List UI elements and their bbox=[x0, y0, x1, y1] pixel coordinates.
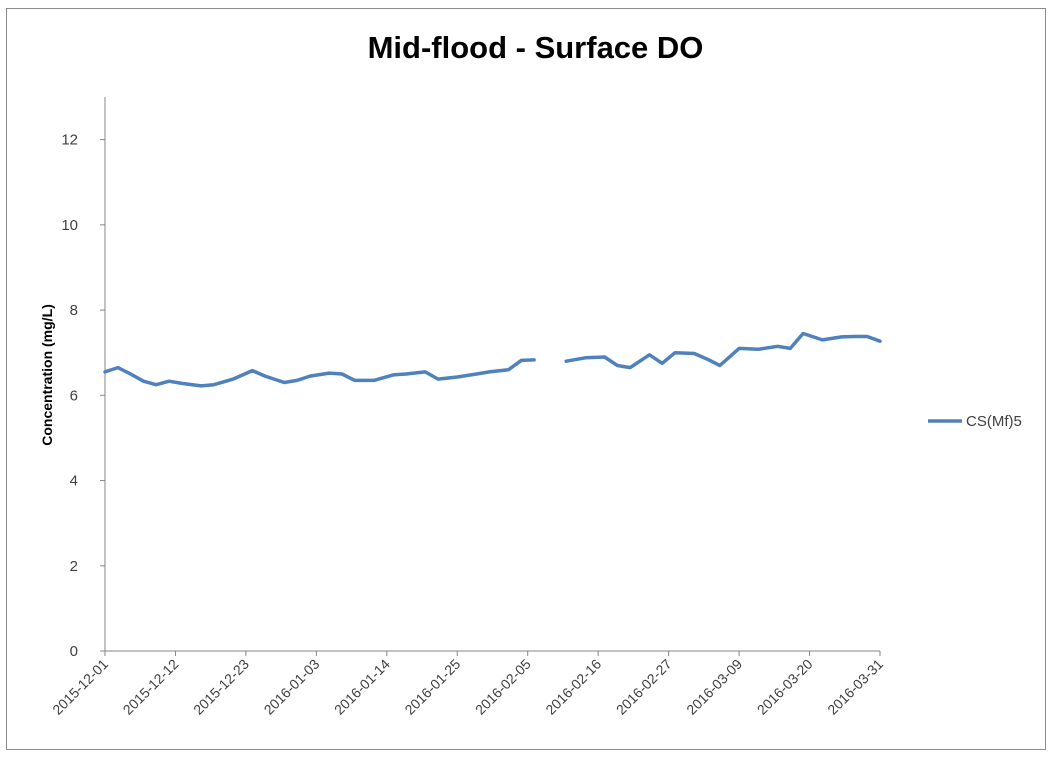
x-tick-label: 2016-01-14 bbox=[331, 656, 393, 718]
y-axis-label: Concentration (mg/L) bbox=[39, 304, 55, 446]
x-tick-label: 2015-12-12 bbox=[120, 656, 182, 718]
x-tick-label: 2016-03-20 bbox=[754, 656, 816, 718]
chart-title: Mid-flood - Surface DO bbox=[367, 30, 704, 65]
x-tick-label: 2016-02-05 bbox=[472, 656, 534, 718]
x-tick-label: 2015-12-23 bbox=[190, 656, 252, 718]
chart-frame bbox=[6, 8, 1046, 750]
legend-label: CS(Mf)5 bbox=[966, 413, 1022, 430]
y-tick-label: 10 bbox=[61, 217, 78, 234]
legend: CS(Mf)5 bbox=[928, 413, 1022, 430]
x-tick-label: 2016-01-03 bbox=[261, 656, 323, 718]
series-lines bbox=[103, 331, 882, 388]
series-line-segment bbox=[564, 331, 882, 370]
x-tick-label: 2016-02-16 bbox=[542, 656, 604, 718]
x-tick-labels: 2015-12-01 2015-12-12 2015-12-23 2016-01-03… bbox=[49, 656, 886, 718]
axes bbox=[100, 97, 881, 656]
y-tick-label: 8 bbox=[70, 302, 78, 319]
series-line-segment bbox=[103, 358, 536, 388]
x-tick-label: 2015-12-01 bbox=[49, 656, 111, 718]
x-tick-label: 2016-03-09 bbox=[683, 656, 745, 718]
y-tick-label: 12 bbox=[61, 132, 78, 149]
y-tick-label: 0 bbox=[70, 643, 78, 660]
x-tick-label: 2016-03-31 bbox=[824, 656, 886, 718]
x-tick-label: 2016-01-25 bbox=[401, 656, 463, 718]
y-tick-label: 4 bbox=[70, 473, 78, 490]
x-tick-label: 2016-02-27 bbox=[613, 656, 675, 718]
y-tick-labels: 0 2 4 6 8 10 12 bbox=[61, 132, 78, 660]
y-tick-label: 6 bbox=[70, 387, 78, 404]
y-tick-label: 2 bbox=[70, 558, 78, 575]
